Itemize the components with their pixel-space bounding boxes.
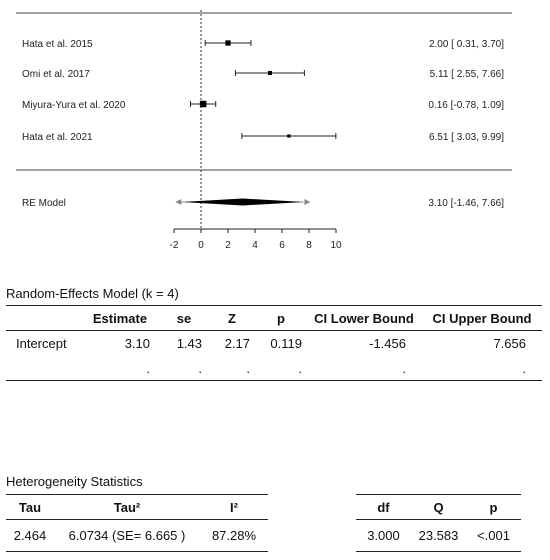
het-col-i2: I²: [200, 494, 268, 520]
x-tick-label: 2: [225, 240, 231, 251]
study-label: Miyura-Yura et al. 2020: [22, 100, 126, 111]
re-z-value: 2.17: [224, 336, 250, 352]
het-col-tau2: Tau²: [54, 494, 200, 520]
effect-ci-text: 2.00 [ 0.31, 3.70]: [429, 39, 504, 50]
summary-label: RE Model: [22, 198, 66, 209]
x-tick-label: 10: [330, 240, 342, 251]
re-model-table: Estimate se Z p CI Lower Bound CI Upper …: [6, 305, 542, 381]
x-tick-label: 0: [198, 240, 204, 251]
heterogeneity-table-right: df Q p 3.000 23.583 <.001: [356, 494, 521, 552]
study-label: Hata et al. 2021: [22, 132, 93, 143]
het-col-q: Q: [411, 494, 466, 520]
forest-plot: Hata et al. 2015 2.00 [ 0.31, 3.70] Omi et…: [16, 10, 512, 251]
re-cell-dot: .: [522, 360, 526, 376]
effect-square: [199, 100, 207, 108]
het-col-df: df: [356, 494, 411, 520]
heterogeneity-table-left: Tau Tau² I² 2.464 6.0734 (SE= 6.665 ) 87…: [6, 494, 268, 552]
re-cell-dot: .: [146, 360, 150, 376]
re-p-value: 0.119: [270, 336, 302, 352]
table-row: . . . . . .: [6, 357, 542, 381]
het-tau-value: 2.464: [13, 528, 47, 543]
re-col-se: se: [160, 305, 208, 331]
summary-arrow-right: [304, 199, 311, 205]
re-col-blank: [6, 305, 80, 331]
table-row: Intercept 3.10 1.43 2.17 0.119 -1.456 7.…: [6, 331, 542, 357]
table-row: 2.464 6.0734 (SE= 6.665 ) 87.28%: [6, 520, 268, 552]
het-p-value: <.001: [477, 528, 510, 543]
re-ci-upper-value: 7.656: [493, 336, 526, 352]
effect-square: [267, 70, 273, 76]
x-tick-label: 4: [252, 240, 258, 251]
re-col-z: Z: [208, 305, 256, 331]
x-tick-label: -2: [170, 240, 179, 251]
effect-square: [225, 40, 231, 46]
re-cell-dot: .: [298, 360, 302, 376]
re-ci-lower-value: -1.456: [369, 336, 406, 352]
effect-ci-text: 0.16 [-0.78, 1.09]: [428, 100, 504, 111]
effect-square: [287, 134, 291, 138]
study-label: Omi et al. 2017: [22, 69, 90, 80]
x-tick-label: 8: [306, 240, 312, 251]
re-cell-dot: .: [198, 360, 202, 376]
summary-ci-text: 3.10 [-1.46, 7.66]: [428, 198, 504, 209]
het-q-value: 23.583: [418, 528, 459, 543]
effect-ci-text: 5.11 [ 2.55, 7.66]: [430, 69, 505, 80]
study-label: Hata et al. 2015: [22, 39, 93, 50]
re-se-value: 1.43: [176, 336, 202, 352]
het-tau2-value: 6.0734 (SE= 6.665 ): [68, 528, 186, 543]
het-df-value: 3.000: [367, 528, 400, 543]
re-model-title: Random-Effects Model (k = 4): [6, 286, 179, 301]
re-col-estimate: Estimate: [80, 305, 160, 331]
re-row-label: [6, 357, 80, 381]
effect-ci-text: 6.51 [ 3.03, 9.99]: [429, 132, 504, 143]
summary-diamond: [181, 198, 305, 206]
re-row-label: Intercept: [16, 336, 67, 352]
x-tick-label: 6: [279, 240, 285, 251]
het-col-p: p: [466, 494, 521, 520]
heterogeneity-title: Heterogeneity Statistics: [6, 474, 143, 489]
het-i2-value: 87.28%: [211, 528, 257, 543]
table-row: 3.000 23.583 <.001: [356, 520, 521, 552]
re-cell-dot: .: [402, 360, 406, 376]
het-col-tau: Tau: [6, 494, 54, 520]
re-col-p: p: [256, 305, 306, 331]
summary-arrow-left: [175, 199, 182, 205]
re-col-ci-lower: CI Lower Bound: [306, 305, 422, 331]
re-col-ci-upper: CI Upper Bound: [422, 305, 542, 331]
re-estimate-value: 3.10: [124, 336, 150, 352]
re-cell-dot: .: [246, 360, 250, 376]
